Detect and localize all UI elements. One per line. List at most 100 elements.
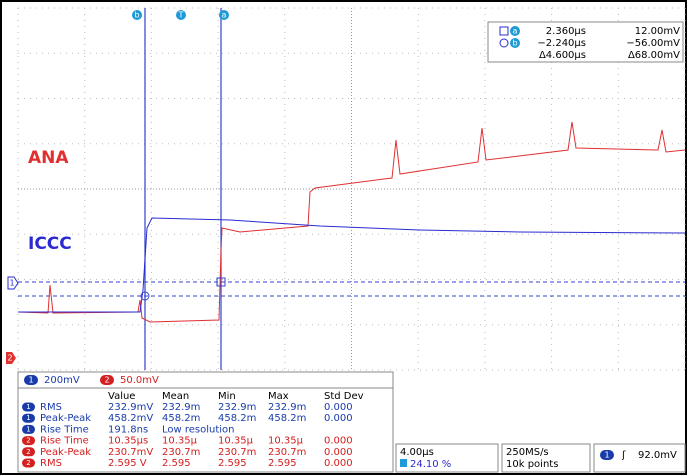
ch-badge [22, 402, 35, 412]
ch-marker-label: 1 [9, 279, 14, 288]
measure-cell: 230.7mV [108, 447, 153, 458]
marker [176, 10, 186, 20]
measure-cell: 0.000 [324, 402, 353, 413]
ch-badge [22, 436, 35, 446]
readout-marker [510, 26, 520, 36]
cursor-point-a [216, 277, 226, 287]
ch-number: 2 [26, 448, 30, 456]
ch-badge [22, 458, 35, 468]
record-length: 10k points [506, 459, 558, 470]
measure-cell: 0.000 [324, 436, 353, 447]
ch-marker-label: 2 [7, 354, 12, 363]
ch-number: 2 [26, 459, 30, 467]
marker [219, 10, 229, 20]
timebase: 4.00µs [400, 447, 434, 458]
measure-cell: 10.35µs [108, 436, 148, 447]
ch-badge [24, 375, 38, 385]
measurement-rows: Value Mean Min Max Std Dev 1 RMS 232.9mV 232.9m 2… [22, 391, 364, 469]
trace-label: ANA [28, 148, 69, 168]
trigger-position: 24.10 % [410, 459, 451, 470]
readout-time: −2.240µs [537, 38, 586, 49]
channel-scales: 1 200mV 2 50.0mV [24, 375, 159, 386]
ch-badge [100, 375, 114, 385]
measure-cell: 458.2m [218, 413, 256, 424]
timebase-box [395, 443, 499, 473]
measure-cell: 232.9mV [108, 402, 153, 413]
measure-cell: 0.000 [324, 413, 353, 424]
measure-cell: 10.35µ [268, 436, 304, 447]
iccc-trace [18, 217, 686, 313]
cursor-readout [487, 21, 684, 63]
marker [132, 10, 142, 20]
ch-number: 1 [26, 414, 30, 422]
ch-marker [6, 352, 16, 364]
readout-marker [510, 38, 520, 48]
readout-marker-label: a [513, 27, 518, 36]
column-header: Max [268, 391, 289, 402]
measure-cell: 232.9m [218, 402, 256, 413]
measurement-table [17, 387, 394, 473]
measure-cell: 191.8ns [108, 424, 148, 435]
measure-name: Rise Time [40, 436, 89, 447]
marker-label: a [222, 11, 227, 20]
ch-badge [22, 413, 35, 423]
measure-name: Peak-Peak [40, 413, 91, 424]
ch-scale: 50.0mV [120, 375, 159, 386]
measure-cell: 232.9m [268, 402, 306, 413]
measure-cell: 2.595 V [108, 458, 147, 469]
trigger-slope: ʃ [621, 450, 626, 461]
ch-number: 1 [28, 376, 33, 385]
measure-cell: 2.595 [162, 458, 191, 469]
readout-time: 2.360µs [546, 26, 586, 37]
ch-badge [22, 447, 35, 457]
acq-box [501, 443, 591, 473]
readout-voltage: −56.00mV [626, 38, 680, 49]
ch-badge [600, 450, 614, 460]
readout-icon [499, 38, 509, 48]
column-header: Std Dev [324, 391, 364, 402]
sample-rate: 250MS/s [506, 447, 549, 458]
readout-icon [499, 26, 509, 36]
measure-cell: 458.2m [268, 413, 306, 424]
cursor-point-b [140, 291, 150, 301]
measure-cell: 10.35µ [218, 436, 254, 447]
measure-cell: 0.000 [324, 447, 353, 458]
trig-icon [400, 459, 407, 467]
graticule [17, 7, 686, 371]
ch-number: 2 [104, 376, 109, 385]
measure-cell: 230.7m [218, 447, 256, 458]
measure-cell: 230.7m [268, 447, 306, 458]
readout-marker-label: b [512, 39, 517, 48]
measure-name: RMS [40, 458, 62, 469]
column-header: Mean [162, 391, 189, 402]
trigger-level: 92.0mV [638, 450, 677, 461]
readout-voltage: Δ68.00mV [628, 50, 680, 61]
ana-trace [17, 121, 686, 323]
ch-number: 1 [26, 425, 30, 433]
measure-cell: 0.000 [324, 458, 353, 469]
ch-number: 2 [26, 437, 30, 445]
measure-cell: 230.7m [162, 447, 200, 458]
measure-cell: 10.35µ [162, 436, 198, 447]
column-header: Value [108, 391, 135, 402]
measure-name: RMS [40, 402, 62, 413]
trigger-channel: 1 [604, 451, 609, 460]
measure-cell: 2.595 [218, 458, 247, 469]
measure-cell: Low resolution [162, 424, 235, 435]
ch-marker [7, 276, 19, 290]
marker-label: T [178, 11, 184, 20]
ch-scale: 200mV [44, 375, 80, 386]
readout-rows: a 2.360µs 12.00mV b −2.240µs −56.00mV Δ4.600µs… [499, 26, 680, 61]
marker-label: b [134, 11, 139, 20]
measure-cell: 458.2m [162, 413, 200, 424]
readout-time: Δ4.600µs [539, 50, 586, 61]
measure-cell: 458.2mV [108, 413, 153, 424]
column-header: Min [218, 391, 236, 402]
ch-number: 1 [26, 403, 30, 411]
readout-voltage: 12.00mV [635, 26, 680, 37]
measure-name: Peak-Peak [40, 447, 91, 458]
measure-cell: 232.9m [162, 402, 200, 413]
measure-name: Rise Time [40, 424, 89, 435]
ch-badge [22, 424, 35, 434]
